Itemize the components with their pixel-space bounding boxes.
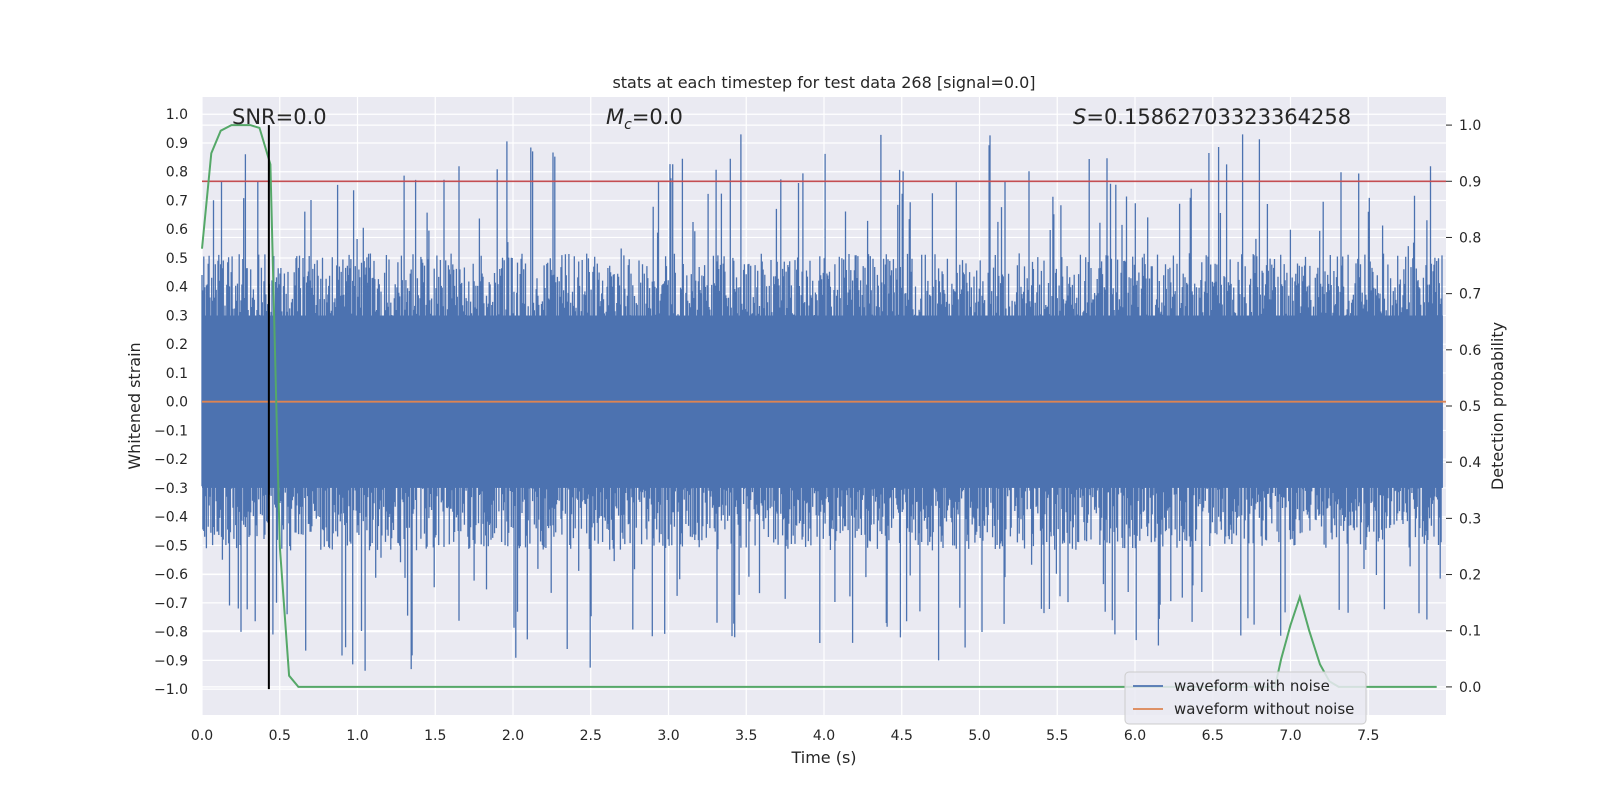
- x-tick-label: 3.5: [735, 728, 757, 744]
- legend-label-noise: waveform with noise: [1174, 677, 1330, 695]
- y-right-tick-label: 0.9: [1459, 174, 1481, 190]
- mc-subscript: c: [624, 117, 632, 133]
- x-tick-label: 1.0: [346, 728, 368, 744]
- y-tick-label: −0.9: [154, 653, 188, 669]
- legend: waveform with noise waveform without noi…: [1124, 671, 1367, 725]
- y-tick-label: 0.0: [166, 395, 188, 411]
- y-tick-label: 1.0: [166, 107, 188, 123]
- y-right-tick-label: 1.0: [1459, 118, 1481, 134]
- chart-title: stats at each timestep for test data 268…: [612, 73, 1035, 92]
- y-right-tick-label: 0.0: [1459, 680, 1481, 696]
- y-tick-label: 0.3: [166, 308, 188, 324]
- snr-annotation: SNR=0.0: [232, 105, 327, 129]
- y-axis-label: Whitened strain: [125, 342, 144, 469]
- y-tick-label: 0.7: [166, 193, 188, 209]
- y-tick-label: 0.1: [166, 366, 188, 382]
- y-right-tick-label: 0.1: [1459, 624, 1481, 640]
- y-right-tick-label: 0.5: [1459, 399, 1481, 415]
- y-axis-ticks: 1.0 0.9 0.8 0.7 0.6 0.5 0.4 0.3 0.2 0.1 0.0 −0.1 −0.…: [154, 107, 188, 698]
- y-tick-label: −0.4: [154, 510, 188, 526]
- x-tick-label: 4.0: [813, 728, 835, 744]
- x-axis-label: Time (s): [790, 748, 856, 767]
- y-tick-label: 0.8: [166, 165, 188, 181]
- mc-value: =0.0: [632, 105, 683, 129]
- y-tick-label: −0.7: [154, 596, 188, 612]
- y-tick-label: −0.8: [154, 625, 188, 641]
- x-tick-label: 5.0: [968, 728, 990, 744]
- y-tick-label: −1.0: [154, 682, 188, 698]
- legend-box: [1124, 671, 1367, 725]
- y-tick-label: 0.5: [166, 251, 188, 267]
- x-axis-ticks: 0.0 0.5 1.0 1.5 2.0 2.5 3.0 3.5 4.0 4.5 5.0 5.5 6.0 6…: [191, 728, 1380, 744]
- y-axis-right-label: Detection probability: [1488, 322, 1507, 490]
- y-right-tick-label: 0.8: [1459, 230, 1481, 246]
- y-tick-label: 0.9: [166, 136, 188, 152]
- mc-symbol: M: [606, 105, 624, 129]
- y-tick-label: −0.1: [154, 423, 188, 439]
- y-tick-label: 0.4: [166, 280, 188, 296]
- y-axis-right-ticks: 1.0 0.9 0.8 0.7 0.6 0.5 0.4 0.3 0.2 0.1 0.0: [1446, 118, 1481, 696]
- y-right-tick-label: 0.4: [1459, 455, 1481, 471]
- x-tick-label: 7.0: [1279, 728, 1301, 744]
- y-right-tick-label: 0.2: [1459, 568, 1481, 584]
- y-right-tick-label: 0.6: [1459, 343, 1481, 359]
- x-tick-label: 2.5: [580, 728, 602, 744]
- y-tick-label: −0.2: [154, 452, 188, 468]
- x-tick-label: 0.5: [269, 728, 291, 744]
- y-right-tick-label: 0.7: [1459, 287, 1481, 303]
- x-tick-label: 4.5: [891, 728, 913, 744]
- x-tick-label: 5.5: [1046, 728, 1068, 744]
- y-tick-label: 0.6: [166, 222, 188, 238]
- x-tick-label: 0.0: [191, 728, 213, 744]
- detection-probability-line: [201, 124, 1437, 688]
- y-tick-label: −0.6: [154, 567, 188, 583]
- x-tick-label: 6.0: [1124, 728, 1146, 744]
- s-symbol: S: [1073, 105, 1086, 129]
- s-annotation: S=0.15862703323364258: [1073, 105, 1351, 129]
- x-tick-label: 1.5: [424, 728, 446, 744]
- x-tick-label: 7.5: [1357, 728, 1379, 744]
- y-tick-label: −0.5: [154, 538, 188, 554]
- y-tick-label: −0.3: [154, 481, 188, 497]
- x-tick-label: 3.0: [657, 728, 679, 744]
- x-tick-label: 6.5: [1202, 728, 1224, 744]
- y-right-tick-label: 0.3: [1459, 511, 1481, 527]
- y-tick-label: 0.2: [166, 337, 188, 353]
- mc-annotation: Mc=0.0: [606, 105, 683, 133]
- legend-label-clean: waveform without noise: [1174, 700, 1354, 718]
- overlay-lines: [201, 124, 1446, 690]
- x-tick-label: 2.0: [502, 728, 524, 744]
- s-value: =0.15862703323364258: [1086, 105, 1351, 129]
